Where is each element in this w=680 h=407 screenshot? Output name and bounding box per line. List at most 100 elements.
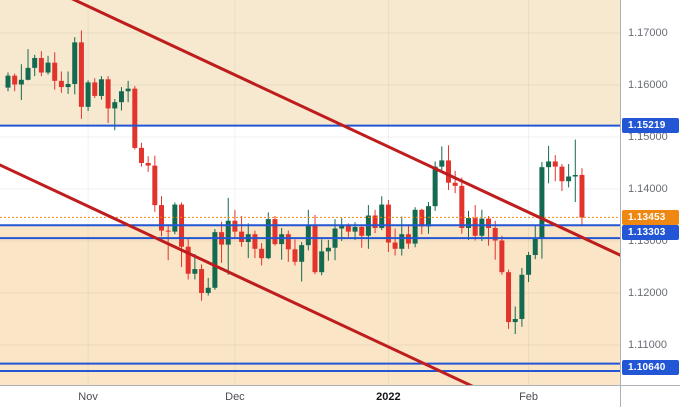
- candle-down: [459, 185, 465, 228]
- candle-up: [279, 234, 285, 245]
- candle-down: [499, 240, 505, 273]
- candle-up: [98, 79, 104, 96]
- candle-up: [352, 226, 358, 232]
- price-level-chip: 1.15219: [622, 118, 679, 134]
- candle-down: [92, 82, 98, 96]
- candle-up: [85, 82, 91, 107]
- candle-up: [412, 209, 418, 244]
- candle-down: [199, 269, 205, 293]
- candle-down: [345, 225, 351, 232]
- candle-up: [539, 167, 545, 239]
- trendline[interactable]: [0, 156, 620, 385]
- candle-down: [372, 215, 378, 228]
- candle-down: [445, 160, 451, 183]
- candle-down: [312, 225, 318, 273]
- candle-down: [145, 162, 151, 166]
- candle-down: [52, 62, 58, 81]
- candle-up: [479, 218, 485, 236]
- candle-up: [65, 83, 71, 88]
- candle-up: [118, 91, 124, 103]
- candle-up: [192, 269, 198, 274]
- trendline[interactable]: [0, 0, 620, 264]
- candle-up: [339, 225, 345, 229]
- candle-down: [138, 147, 144, 163]
- candle-up: [532, 238, 538, 256]
- candle-down: [78, 42, 84, 107]
- candle-down: [165, 230, 171, 232]
- candle-down: [552, 161, 558, 167]
- candle-down: [506, 272, 512, 323]
- candle-up: [172, 204, 178, 232]
- candle-down: [359, 226, 365, 236]
- candle-up: [25, 67, 31, 80]
- candle-up: [325, 247, 331, 252]
- candle-down: [272, 219, 278, 245]
- candle-up: [466, 218, 472, 228]
- chart-plot-area[interactable]: [0, 0, 620, 385]
- price-tick-label: 1.12000: [628, 286, 668, 299]
- candle-down: [486, 218, 492, 228]
- candle-up: [125, 88, 131, 92]
- candle-down: [259, 248, 265, 259]
- candle-up: [112, 102, 118, 109]
- candle-down: [385, 204, 391, 243]
- price-level-chip: 1.13303: [622, 224, 679, 240]
- candle-down: [239, 231, 245, 243]
- price-tick-label: 1.14000: [628, 182, 668, 195]
- time-axis-label: Feb: [519, 391, 539, 403]
- candle-up: [5, 75, 11, 88]
- candle-down: [58, 80, 64, 88]
- candlestick-plot[interactable]: [0, 0, 620, 385]
- candle-down: [185, 246, 191, 274]
- candle-up: [432, 166, 438, 207]
- candle-up: [399, 234, 405, 249]
- candle-up: [18, 79, 24, 85]
- candle-up: [379, 204, 385, 228]
- candle-down: [492, 227, 498, 241]
- candle-down: [152, 165, 158, 206]
- candle-down: [38, 57, 44, 73]
- candle-up: [305, 225, 311, 246]
- candle-down: [472, 218, 478, 236]
- zone-band: [0, 0, 620, 126]
- candle-up: [546, 161, 552, 168]
- price-scale[interactable]: 1.17000 1.16000 1.15000 1.14000 1.13000 1.120…: [620, 0, 680, 385]
- candle-up: [299, 245, 305, 262]
- scale-corner: [620, 385, 680, 407]
- candle-up: [425, 206, 431, 227]
- candle-up: [205, 287, 211, 293]
- candle-down: [579, 174, 585, 218]
- price-tick-label: 1.16000: [628, 79, 668, 91]
- candle-down: [105, 79, 111, 109]
- candle-down: [132, 88, 138, 148]
- candle-up: [519, 274, 525, 319]
- candle-down: [12, 75, 18, 85]
- candle-down: [452, 182, 458, 186]
- candle-up: [439, 160, 445, 167]
- price-tick-label: 1.17000: [628, 27, 668, 39]
- candle-down: [292, 249, 298, 262]
- current-price-chip: 1.13453: [622, 209, 679, 225]
- candle-up: [72, 42, 78, 84]
- price-tick-label: 1.15000: [628, 130, 668, 143]
- candle-up: [45, 62, 51, 73]
- zone-band: [0, 225, 620, 385]
- candle-up: [566, 176, 572, 182]
- candle-down: [285, 234, 291, 250]
- candle-up: [225, 220, 231, 245]
- time-axis-label: Dec: [225, 391, 245, 403]
- candle-down: [419, 209, 425, 227]
- time-axis-label: Nov: [78, 391, 98, 403]
- zone-band: [0, 125, 620, 226]
- candle-up: [572, 174, 578, 177]
- candle-up: [212, 232, 218, 288]
- candle-up: [32, 57, 38, 68]
- time-scale[interactable]: Nov Dec 2022 Feb: [0, 385, 620, 407]
- time-axis-label: 2022: [376, 391, 401, 403]
- candle-up: [526, 255, 532, 275]
- candle-down: [252, 234, 258, 249]
- candle-down: [392, 242, 398, 249]
- price-tick-label: 1.11000: [628, 338, 667, 351]
- candle-down: [559, 166, 565, 182]
